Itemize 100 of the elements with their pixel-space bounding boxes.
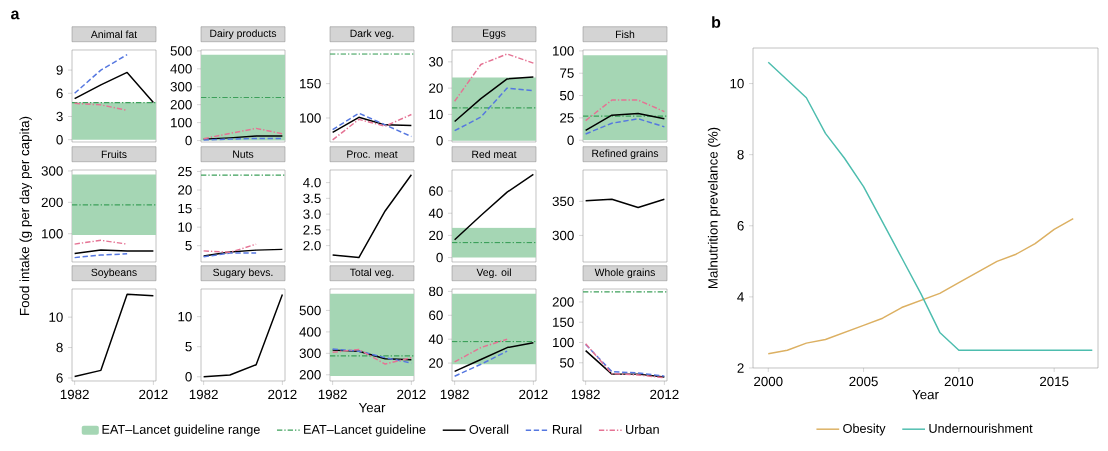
- y-tick-label: 0: [436, 135, 443, 146]
- y-tick-label: 150: [553, 317, 574, 327]
- line-series: [73, 71, 155, 104]
- y-tick-label: 2.0: [303, 240, 321, 251]
- line-series: [453, 53, 535, 102]
- y-tick-label: 500: [170, 46, 192, 56]
- y-tick-label: 4.0: [303, 177, 321, 188]
- y-tick-label: 75: [560, 68, 574, 78]
- x-axis-title: Year: [358, 402, 386, 413]
- x-tick-label: 1982: [189, 389, 218, 400]
- y-tick-label: 300: [170, 82, 192, 92]
- y-tick-label: 5: [185, 342, 192, 352]
- y-tick-label: 40: [428, 208, 443, 218]
- line-series: [453, 76, 535, 123]
- x-tick-label: 1982: [440, 389, 469, 400]
- x-axis-title: Year: [912, 389, 939, 400]
- y-tick-label: 10: [49, 312, 63, 322]
- y-tick-label: 80: [429, 286, 443, 297]
- y-tick-label: 400: [299, 327, 321, 337]
- y-tick-label: 100: [300, 113, 321, 123]
- y-tick-label: 0: [185, 372, 192, 382]
- y-tick-label: 2.5: [303, 225, 321, 235]
- y-tick-label: 200: [299, 370, 321, 380]
- y-tick-label: 25: [560, 113, 574, 123]
- x-tick-label: 2012: [519, 389, 548, 400]
- y-tick-label: 10: [730, 78, 744, 89]
- y-tick-label: 20: [429, 358, 443, 368]
- line-series: [453, 87, 535, 132]
- x-tick-label: 2012: [268, 389, 297, 400]
- y-tick-label: 6: [56, 88, 63, 99]
- y-tick-label: 0: [56, 134, 63, 145]
- legend-label: Rural: [552, 424, 582, 434]
- y-tick-label: 5: [185, 241, 192, 251]
- chart-title: Sugary bevs.: [213, 268, 273, 279]
- legend-label: Obesity: [843, 423, 886, 436]
- y-tick-label: 20: [178, 185, 192, 195]
- x-tick-label: 2012: [650, 389, 679, 400]
- chart-title: Dark veg.: [350, 29, 394, 40]
- y-tick-label: 6: [737, 221, 744, 231]
- x-tick-label: 2012: [397, 389, 426, 400]
- y-tick-label: 40: [428, 334, 443, 344]
- y-axis-title: Food intake (g per day per capita): [19, 116, 32, 315]
- y-tick-label: 8: [737, 149, 744, 160]
- x-tick-label: 1982: [571, 389, 600, 400]
- chart-title: Proc. meat: [347, 150, 398, 158]
- y-tick-label: 0: [567, 135, 574, 145]
- y-tick-label: 300: [299, 348, 321, 359]
- chart-title: Veg. oil: [476, 268, 511, 279]
- line-series: [584, 112, 666, 132]
- y-tick-label: 100: [553, 337, 574, 348]
- y-tick-label: 9: [56, 65, 63, 75]
- line-series: [73, 293, 155, 378]
- y-tick-label: 300: [552, 230, 574, 241]
- chart-title: Animal fat: [90, 30, 138, 39]
- y-tick-label: 0: [185, 135, 192, 146]
- x-tick-label: 1982: [318, 389, 347, 400]
- legend-label: Undernourishment: [929, 423, 1033, 433]
- y-tick-label: 10: [178, 222, 192, 232]
- y-tick-label: 6: [56, 373, 63, 383]
- x-tick-label: 2000: [754, 376, 783, 387]
- y-tick-label: 2: [737, 363, 744, 373]
- y-tick-label: 100: [42, 229, 63, 239]
- y-tick-label: 150: [300, 78, 321, 89]
- text: b: [712, 16, 721, 28]
- y-tick-label: 400: [170, 64, 192, 74]
- y-tick-label: 200: [552, 297, 574, 307]
- y-tick-label: 100: [553, 46, 574, 56]
- y-tick-label: 100: [171, 117, 192, 128]
- line-series: [202, 293, 284, 378]
- y-axis-title: Malnutrition prevelance (%): [707, 127, 721, 289]
- line-series: [584, 118, 666, 135]
- y-tick-label: 3.0: [303, 209, 321, 219]
- line-series: [202, 248, 284, 257]
- chart-title: Eggs: [483, 29, 506, 39]
- x-tick-label: 2015: [1040, 376, 1069, 387]
- y-tick-label: 300: [41, 166, 63, 176]
- y-tick-label: 200: [170, 99, 192, 110]
- chart-title: Total veg.: [349, 268, 394, 279]
- legend-label: EAT–Lancet guideline range: [102, 424, 260, 437]
- y-tick-label: 200: [41, 197, 63, 208]
- y-tick-label: 60: [429, 186, 443, 196]
- y-tick-label: 50: [560, 358, 574, 368]
- chart-title: Whole grains: [594, 268, 655, 279]
- legend-label: EAT–Lancet guideline: [304, 424, 426, 437]
- chart-title: Fish: [616, 30, 635, 39]
- y-tick-label: 50: [560, 90, 574, 101]
- x-tick-label: 2012: [139, 389, 168, 400]
- chart-title: Fruits: [101, 150, 127, 159]
- y-tick-label: 3.5: [303, 193, 321, 204]
- text: a: [11, 10, 20, 20]
- y-tick-label: 8: [56, 342, 63, 353]
- chart-title: Red meat: [472, 150, 517, 159]
- line-series: [453, 173, 535, 241]
- x-tick-label: 2005: [849, 376, 878, 387]
- y-tick-label: 20: [429, 83, 443, 93]
- chart-title: Soybeans: [91, 268, 137, 279]
- chart-title: Refined grains: [592, 149, 659, 160]
- x-tick-label: 2010: [944, 376, 974, 387]
- y-tick-label: 3: [56, 111, 63, 122]
- y-tick-label: 500: [299, 305, 321, 316]
